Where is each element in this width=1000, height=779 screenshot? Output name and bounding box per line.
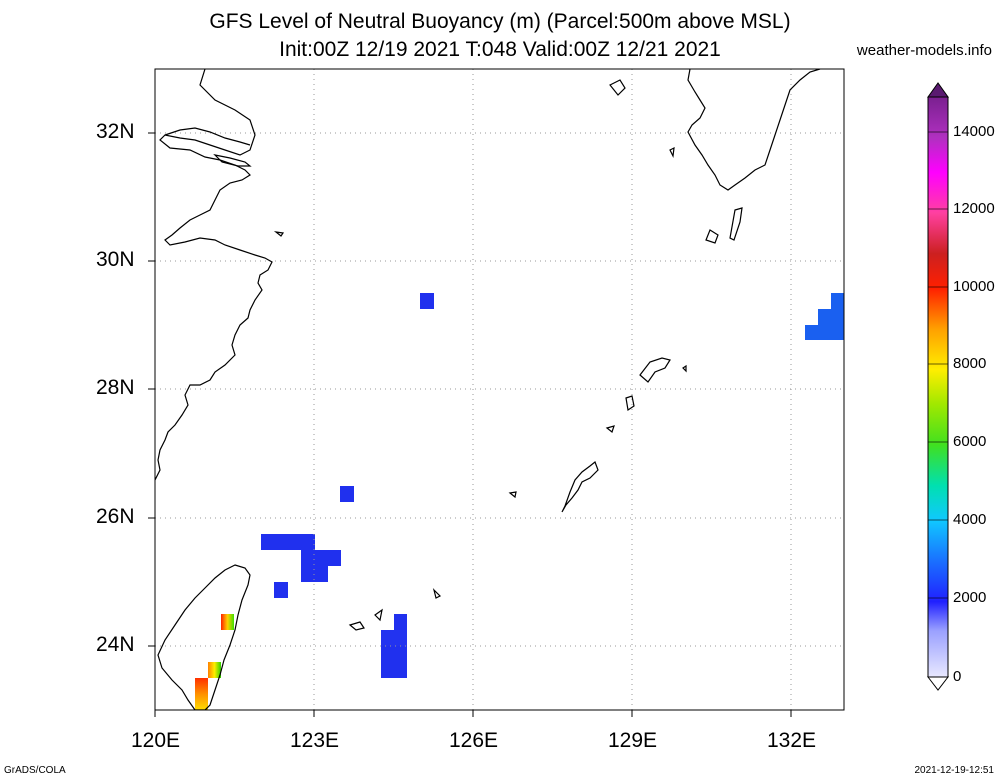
lnb-shading bbox=[195, 293, 844, 710]
island-shape bbox=[605, 425, 615, 434]
lon-label: 129E bbox=[608, 729, 658, 752]
colorbar bbox=[926, 82, 950, 691]
island-shape bbox=[273, 231, 285, 237]
coastlines bbox=[155, 69, 821, 710]
yangtze-estuary bbox=[164, 127, 251, 146]
lnb-cell bbox=[818, 309, 844, 325]
lon-label: 120E bbox=[131, 729, 181, 752]
island-shape bbox=[682, 364, 687, 373]
island-shape bbox=[213, 154, 252, 167]
lon-label: 132E bbox=[767, 729, 817, 752]
colorbar-label: 0 bbox=[953, 668, 962, 685]
island-shape bbox=[705, 229, 719, 244]
lnb-cell bbox=[195, 678, 208, 710]
lnb-cell bbox=[381, 646, 407, 678]
lnb-cell bbox=[261, 534, 315, 550]
lnb-cell bbox=[831, 293, 844, 309]
colorbar-scale bbox=[927, 96, 949, 678]
lat-label: 26N bbox=[96, 505, 135, 528]
island-shape bbox=[432, 588, 442, 599]
lat-label: 28N bbox=[96, 376, 135, 399]
lnb-cell bbox=[274, 582, 288, 598]
colorbar-label: 12000 bbox=[953, 200, 995, 217]
lat-label: 24N bbox=[96, 633, 135, 656]
colorbar-label: 2000 bbox=[953, 589, 987, 606]
tick-marks bbox=[148, 132, 792, 717]
colorbar-label: 14000 bbox=[953, 123, 995, 140]
lnb-cell bbox=[208, 662, 221, 678]
island-shape bbox=[348, 621, 365, 631]
colorbar-label: 8000 bbox=[953, 355, 987, 372]
map-title: GFS Level of Neutral Buoyancy (m) (Parce… bbox=[209, 10, 791, 33]
footer-timestamp: 2021-12-19-12:51 bbox=[914, 765, 994, 776]
colorbar-label: 6000 bbox=[953, 433, 987, 450]
site-credit: weather-models.info bbox=[856, 42, 992, 59]
island-shape bbox=[374, 608, 383, 622]
map-subtitle: Init:00Z 12/19 2021 T:048 Valid:00Z 12/2… bbox=[279, 38, 721, 61]
lnb-cell bbox=[340, 486, 354, 502]
lat-label: 32N bbox=[96, 120, 135, 143]
lnb-cell bbox=[394, 614, 407, 630]
kyushu-west bbox=[609, 79, 626, 96]
okinawa-coast bbox=[561, 461, 599, 513]
colorbar-label: 10000 bbox=[953, 278, 995, 295]
footer-software: GrADS/COLA bbox=[4, 765, 66, 776]
colorbar-label: 4000 bbox=[953, 511, 987, 528]
island-shape bbox=[625, 395, 635, 412]
lat-label: 30N bbox=[96, 248, 135, 271]
island-shape bbox=[669, 146, 675, 159]
lnb-cell bbox=[805, 325, 844, 340]
china-coast bbox=[155, 69, 273, 481]
lnb-cell bbox=[420, 293, 434, 309]
kyushu-coast bbox=[687, 69, 821, 191]
island-shape bbox=[729, 207, 743, 241]
lon-label: 126E bbox=[449, 729, 499, 752]
island-shape bbox=[639, 357, 671, 383]
graticule bbox=[155, 69, 844, 710]
lnb-cell bbox=[221, 614, 234, 630]
lnb-cell bbox=[301, 550, 341, 566]
colorbar-bottom-arrow bbox=[926, 676, 950, 691]
island-shape bbox=[508, 491, 517, 499]
colorbar-top-arrow bbox=[927, 82, 949, 98]
taiwan-coast bbox=[157, 564, 251, 710]
lon-label: 123E bbox=[290, 729, 340, 752]
lnb-cell bbox=[381, 630, 407, 646]
